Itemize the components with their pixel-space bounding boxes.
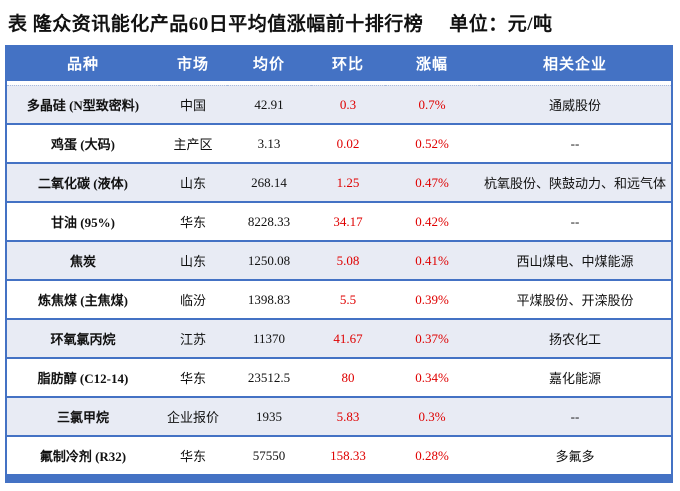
cell-chain: 5.5 xyxy=(311,279,385,318)
cell-avg_price: 8228.33 xyxy=(227,201,311,240)
cell-chain: 158.33 xyxy=(311,435,385,474)
table-row: 二氧化碳 (液体) 山东 268.14 1.25 0.47% 杭氧股份、陕鼓动力、和远气体 xyxy=(7,162,671,201)
cell-market: 主产区 xyxy=(159,123,227,162)
table-row: 焦炭 山东 1250.08 5.08 0.41% 西山煤电、中煤能源 xyxy=(7,240,671,279)
cell-gain: 0.41% xyxy=(385,240,479,279)
cell-gain: 0.7% xyxy=(385,85,479,123)
cell-companies: 多氟多 xyxy=(479,435,671,474)
cell-gain: 0.42% xyxy=(385,201,479,240)
figure-caption: 表 隆众资讯能化产品60日平均值涨幅前十排行榜 单位：元/吨 xyxy=(8,9,553,36)
cell-gain: 0.37% xyxy=(385,318,479,357)
cell-companies: -- xyxy=(479,123,671,162)
ranking-table: 品种 市场 均价 环比 涨幅 相关企业 多晶硅 (N型致密料) 中国 42.91 0.3 0.7%… xyxy=(5,45,673,483)
table-row: 多晶硅 (N型致密料) 中国 42.91 0.3 0.7% 通威股份 xyxy=(7,85,671,123)
cell-variety: 三氯甲烷 xyxy=(7,396,159,435)
table-header-row: 品种 市场 均价 环比 涨幅 相关企业 xyxy=(7,45,671,85)
cell-companies: 杭氧股份、陕鼓动力、和远气体 xyxy=(479,162,671,201)
cell-companies: -- xyxy=(479,201,671,240)
cell-chain: 5.83 xyxy=(311,396,385,435)
cell-variety: 二氧化碳 (液体) xyxy=(7,162,159,201)
cell-chain: 1.25 xyxy=(311,162,385,201)
table-row: 炼焦煤 (主焦煤) 临汾 1398.83 5.5 0.39% 平煤股份、开滦股份 xyxy=(7,279,671,318)
cell-gain: 0.47% xyxy=(385,162,479,201)
table-row: 氟制冷剂 (R32) 华东 57550 158.33 0.28% 多氟多 xyxy=(7,435,671,474)
cell-market: 华东 xyxy=(159,357,227,396)
cell-market: 山东 xyxy=(159,240,227,279)
table-row: 甘油 (95%) 华东 8228.33 34.17 0.42% -- xyxy=(7,201,671,240)
cell-variety: 甘油 (95%) xyxy=(7,201,159,240)
table-row: 三氯甲烷 企业报价 1935 5.83 0.3% -- xyxy=(7,396,671,435)
cell-avg_price: 42.91 xyxy=(227,85,311,123)
cell-avg_price: 1398.83 xyxy=(227,279,311,318)
cell-variety: 环氧氯丙烷 xyxy=(7,318,159,357)
cell-avg_price: 23512.5 xyxy=(227,357,311,396)
cell-chain: 34.17 xyxy=(311,201,385,240)
column-header-companies: 相关企业 xyxy=(479,45,671,85)
cell-variety: 脂肪醇 (C12-14) xyxy=(7,357,159,396)
cell-gain: 0.3% xyxy=(385,396,479,435)
cell-gain: 0.52% xyxy=(385,123,479,162)
cell-avg_price: 1935 xyxy=(227,396,311,435)
cell-avg_price: 57550 xyxy=(227,435,311,474)
cell-market: 中国 xyxy=(159,85,227,123)
cell-market: 临汾 xyxy=(159,279,227,318)
cell-variety: 焦炭 xyxy=(7,240,159,279)
column-header-variety: 品种 xyxy=(7,45,159,85)
column-header-gain: 涨幅 xyxy=(385,45,479,85)
column-header-market: 市场 xyxy=(159,45,227,85)
cell-chain: 0.3 xyxy=(311,85,385,123)
cell-variety: 鸡蛋 (大码) xyxy=(7,123,159,162)
cell-avg_price: 3.13 xyxy=(227,123,311,162)
cell-avg_price: 1250.08 xyxy=(227,240,311,279)
column-header-chain: 环比 xyxy=(311,45,385,85)
cell-companies: 通威股份 xyxy=(479,85,671,123)
cell-avg_price: 11370 xyxy=(227,318,311,357)
cell-companies: 嘉化能源 xyxy=(479,357,671,396)
cell-variety: 氟制冷剂 (R32) xyxy=(7,435,159,474)
cell-market: 江苏 xyxy=(159,318,227,357)
cell-gain: 0.39% xyxy=(385,279,479,318)
cell-chain: 5.08 xyxy=(311,240,385,279)
cell-market: 企业报价 xyxy=(159,396,227,435)
table-row: 环氧氯丙烷 江苏 11370 41.67 0.37% 扬农化工 xyxy=(7,318,671,357)
cell-market: 华东 xyxy=(159,201,227,240)
cell-chain: 0.02 xyxy=(311,123,385,162)
table-title: 表 隆众资讯能化产品60日平均值涨幅前十排行榜 xyxy=(8,14,424,35)
cell-chain: 80 xyxy=(311,357,385,396)
cell-companies: 平煤股份、开滦股份 xyxy=(479,279,671,318)
unit-label: 单位：元/吨 xyxy=(449,14,553,35)
cell-market: 华东 xyxy=(159,435,227,474)
cell-gain: 0.34% xyxy=(385,357,479,396)
cell-variety: 炼焦煤 (主焦煤) xyxy=(7,279,159,318)
cell-companies: 扬农化工 xyxy=(479,318,671,357)
cell-avg_price: 268.14 xyxy=(227,162,311,201)
cell-variety: 多晶硅 (N型致密料) xyxy=(7,85,159,123)
cell-market: 山东 xyxy=(159,162,227,201)
table-row: 鸡蛋 (大码) 主产区 3.13 0.02 0.52% -- xyxy=(7,123,671,162)
cell-companies: 西山煤电、中煤能源 xyxy=(479,240,671,279)
table-row: 脂肪醇 (C12-14) 华东 23512.5 80 0.34% 嘉化能源 xyxy=(7,357,671,396)
cell-gain: 0.28% xyxy=(385,435,479,474)
cell-chain: 41.67 xyxy=(311,318,385,357)
column-header-avg_price: 均价 xyxy=(227,45,311,85)
cell-companies: -- xyxy=(479,396,671,435)
